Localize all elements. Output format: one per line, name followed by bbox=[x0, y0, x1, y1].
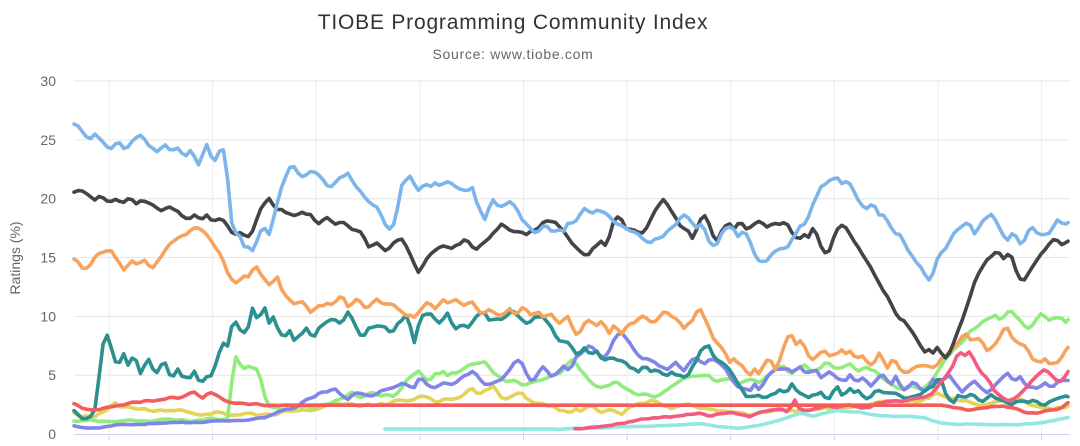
svg-text:10: 10 bbox=[40, 308, 56, 324]
svg-text:TIOBE Programming Community In: TIOBE Programming Community Index bbox=[318, 11, 709, 34]
svg-text:Source: www.tiobe.com: Source: www.tiobe.com bbox=[433, 46, 594, 62]
svg-text:20: 20 bbox=[40, 191, 56, 207]
svg-text:Ratings (%): Ratings (%) bbox=[7, 221, 23, 294]
svg-text:5: 5 bbox=[48, 367, 56, 383]
svg-text:15: 15 bbox=[40, 250, 56, 266]
svg-text:25: 25 bbox=[40, 132, 56, 148]
svg-text:0: 0 bbox=[48, 426, 56, 441]
svg-text:30: 30 bbox=[40, 73, 56, 89]
